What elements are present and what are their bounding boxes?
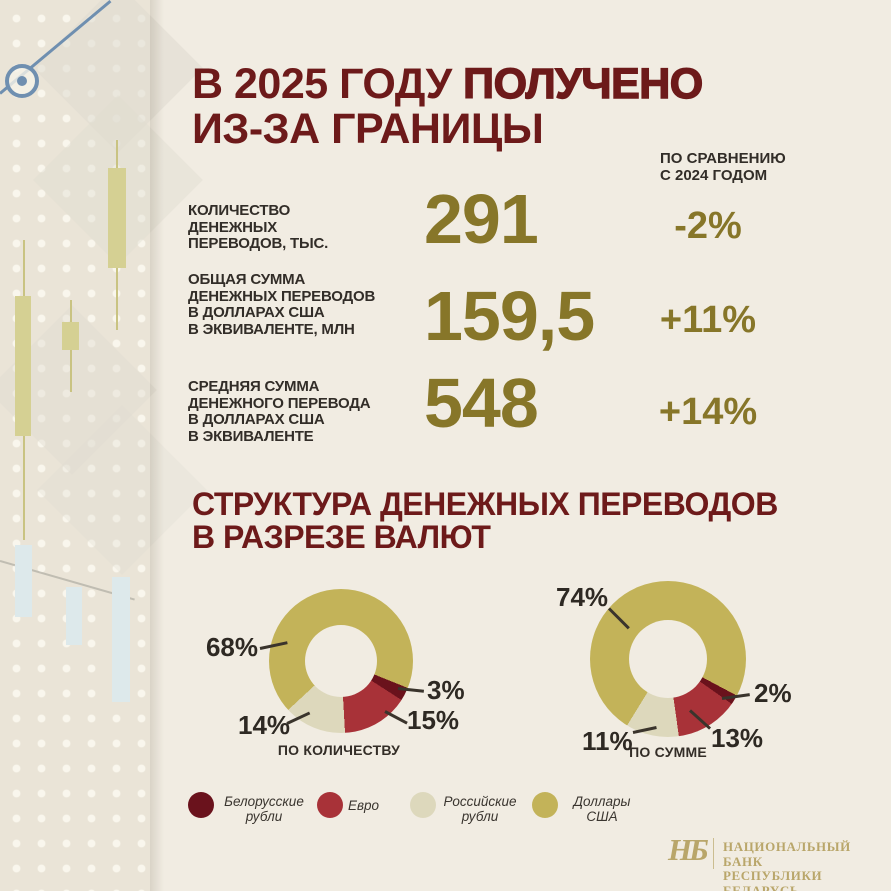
- pct-label-byn: 3%: [427, 675, 465, 705]
- candlestick-body: [15, 296, 31, 436]
- legend-swatch-byn: [188, 792, 214, 818]
- pct-label-eur: 13%: [711, 723, 764, 753]
- donut-chart-by-count: [269, 589, 413, 733]
- pct-label-rub: 14%: [238, 710, 291, 740]
- stat-label-average: СРЕДНЯЯ СУММА ДЕНЕЖНОГО ПЕРЕВОДА В ДОЛЛА…: [188, 378, 371, 445]
- candlestick-body: [108, 168, 126, 268]
- stat-delta-count: -2%: [674, 205, 742, 247]
- stat-delta-average: +14%: [658, 391, 758, 433]
- candlestick-body: [66, 587, 82, 645]
- trend-node-icon: [5, 64, 39, 98]
- stat-value-count: 291: [424, 180, 539, 258]
- legend-label-eur: Евро: [348, 798, 380, 813]
- decor-band: [0, 0, 207, 891]
- candlestick-body: [112, 577, 130, 702]
- section-title-line2: В РАЗРЕЗЕ ВАЛЮТ: [192, 519, 491, 555]
- candlestick-body: [62, 322, 79, 350]
- legend-label-rub: Российские рубли: [443, 794, 517, 824]
- section-title-line1: СТРУКТУРА ДЕНЕЖНЫХ ПЕРЕВОДОВ: [192, 486, 778, 522]
- pct-label-byn: 2%: [754, 678, 792, 708]
- donut-hole: [629, 620, 707, 698]
- pct-label-usd: 68%: [205, 632, 258, 662]
- legend-swatch-eur: [317, 792, 343, 818]
- footer-divider: [713, 838, 714, 869]
- stat-label-count: КОЛИЧЕСТВО ДЕНЕЖНЫХ ПЕРЕВОДОВ, ТЫС.: [188, 202, 329, 252]
- stat-label-total: ОБЩАЯ СУММА ДЕНЕЖНЫХ ПЕРЕВОДОВ В ДОЛЛАРА…: [188, 271, 376, 338]
- pct-label-eur: 15%: [407, 705, 460, 735]
- page-title: В 2025 ГОДУ ПОЛУЧЕНО ИЗ-ЗА ГРАНИЦЫ: [192, 60, 704, 153]
- title-line1-bold: ПОЛУЧЕНО: [462, 60, 704, 108]
- title-line2: ИЗ-ЗА ГРАНИЦЫ: [192, 105, 544, 153]
- pct-label-rub: 11%: [582, 726, 633, 756]
- legend-swatch-usd: [532, 792, 558, 818]
- bank-monogram-icon: НБ: [668, 832, 709, 867]
- stat-value-average: 548: [424, 364, 539, 442]
- title-line1-regular: В 2025 ГОДУ: [192, 60, 464, 108]
- legend-label-usd: Доллары США: [573, 794, 631, 824]
- chart-caption-by-count: ПО КОЛИЧЕСТВУ: [277, 742, 401, 758]
- legend-swatch-rub: [410, 792, 436, 818]
- legend-label-byn: Белорусские рубли: [224, 794, 304, 824]
- section-title: СТРУКТУРА ДЕНЕЖНЫХ ПЕРЕВОДОВ В РАЗРЕЗЕ В…: [192, 488, 778, 554]
- candlestick-body: [15, 545, 32, 617]
- pct-label-usd: 74%: [556, 582, 609, 612]
- donut-hole: [305, 625, 377, 697]
- band-edge-shadow: [150, 0, 164, 891]
- donut-chart-by-sum: [590, 581, 746, 737]
- comparison-header: ПО СРАВНЕНИЮ С 2024 ГОДОМ: [660, 150, 786, 184]
- stat-value-total: 159,5: [424, 277, 595, 355]
- stat-delta-total: +11%: [659, 299, 757, 341]
- chart-caption-by-sum: ПО СУММЕ: [629, 744, 707, 760]
- leader-line: [384, 710, 408, 725]
- bank-name: НАЦИОНАЛЬНЫЙ БАНК РЕСПУБЛИКИ БЕЛАРУСЬ: [723, 839, 851, 891]
